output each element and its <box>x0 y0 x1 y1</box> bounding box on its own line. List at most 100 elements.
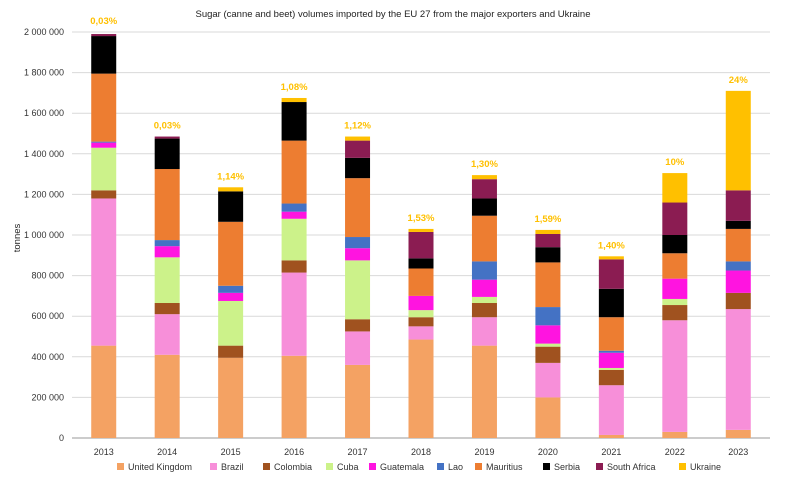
bar-segment-ukraine <box>345 136 371 141</box>
bar-segment-south-africa <box>91 34 117 37</box>
y-tick-label: 0 <box>59 433 64 443</box>
bar-segment-colombia <box>535 346 561 363</box>
bar-segment-mauritius <box>345 178 371 238</box>
bar-segment-united-kingdom <box>598 434 624 438</box>
y-tick-label: 200 000 <box>31 392 64 402</box>
bar-segment-lao <box>345 237 371 249</box>
bar-segment-serbia <box>91 36 117 74</box>
bar-segment-guatemala <box>91 142 117 148</box>
legend-label: Colombia <box>274 462 312 472</box>
x-tick-label: 2020 <box>538 447 558 457</box>
share-annotation: 1,12% <box>344 121 371 132</box>
bar-segment-south-africa <box>408 231 434 259</box>
x-axis-ticks: 2013 2014 2015 2016 2017 2018 2019 2020 2021 2022… <box>94 447 749 457</box>
y-tick-label: 1 400 000 <box>24 149 64 159</box>
legend-label: Lao <box>448 462 463 472</box>
y-tick-label: 1 800 000 <box>24 68 64 78</box>
bar-segment-south-africa <box>725 190 751 221</box>
legend-swatch <box>117 463 124 470</box>
bar-segment-south-africa <box>535 233 561 248</box>
bar-segment-united-kingdom <box>408 339 434 438</box>
bar-segment-brazil <box>662 320 688 432</box>
legend-item-cuba: Cuba <box>326 462 359 472</box>
bar-segment-guatemala <box>408 295 434 311</box>
bar-segment-lao <box>535 307 561 326</box>
bar-segment-south-africa <box>345 140 371 158</box>
bar-segment-guatemala <box>218 292 244 301</box>
bar-segment-united-kingdom <box>535 397 561 438</box>
bar-segment-mauritius <box>535 262 561 308</box>
bar-segment-brazil <box>281 272 307 356</box>
bar-segment-guatemala <box>725 270 751 293</box>
bar-segment-mauritius <box>154 169 180 241</box>
x-tick-label: 2022 <box>665 447 685 457</box>
bar-segment-mauritius <box>662 253 688 279</box>
annotations: 0,03% 0,03% 1,14% 1,08% 1,12% 1,53% 1,30% 1,59%… <box>90 16 748 251</box>
bar-segment-cuba <box>218 300 244 346</box>
bar-segment-cuba <box>662 298 688 306</box>
bar-segment-south-africa <box>598 259 624 289</box>
bar-segment-united-kingdom <box>154 354 180 438</box>
bar-segment-guatemala <box>471 279 497 297</box>
bar-segment-brazil <box>725 309 751 430</box>
legend-label: South Africa <box>607 462 656 472</box>
y-tick-label: 800 000 <box>31 271 64 281</box>
share-annotation: 24% <box>729 75 749 86</box>
y-tick-label: 1 200 000 <box>24 189 64 199</box>
legend-label: Guatemala <box>380 462 424 472</box>
legend-item-colombia: Colombia <box>263 462 312 472</box>
legend-swatch <box>679 463 686 470</box>
bar-segment-colombia <box>662 305 688 321</box>
share-annotation: 1,40% <box>598 240 625 251</box>
y-axis-label: tonnes <box>12 223 23 252</box>
share-annotation: 10% <box>665 157 685 168</box>
bar-segment-guatemala <box>535 325 561 344</box>
bars <box>91 34 751 438</box>
bar-segment-cuba <box>535 343 561 347</box>
legend-item-guatemala: Guatemala <box>369 462 424 472</box>
legend-item-brazil: Brazil <box>210 462 244 472</box>
legend-swatch <box>596 463 603 470</box>
bar-segment-guatemala <box>154 246 180 258</box>
share-annotation: 0,03% <box>90 16 117 27</box>
bar-segment-lao <box>91 141 117 143</box>
legend-swatch <box>210 463 217 470</box>
legend-label: Serbia <box>554 462 580 472</box>
y-tick-label: 1 600 000 <box>24 108 64 118</box>
bar-segment-ukraine <box>281 97 307 103</box>
bar-segment-cuba <box>471 296 497 304</box>
legend-item-lao: Lao <box>437 462 463 472</box>
bar-segment-lao <box>154 240 180 247</box>
legend-label: Brazil <box>221 462 244 472</box>
bar-segment-serbia <box>471 198 497 216</box>
bar-segment-cuba <box>598 367 624 370</box>
share-annotation: 1,53% <box>408 213 435 224</box>
bar-segment-colombia <box>154 303 180 315</box>
bar-segment-lao <box>281 203 307 212</box>
bar-segment-serbia <box>662 235 688 254</box>
bar-segment-guatemala <box>598 352 624 368</box>
bar-segment-cuba <box>345 260 371 320</box>
bar-segment-ukraine <box>725 90 751 191</box>
x-tick-label: 2018 <box>411 447 431 457</box>
bar-segment-united-kingdom <box>281 355 307 438</box>
bar-segment-lao <box>598 350 624 353</box>
bar-segment-united-kingdom <box>725 429 751 438</box>
bar-segment-mauritius <box>598 317 624 351</box>
bar-segment-guatemala <box>662 278 688 299</box>
bar-segment-ukraine <box>408 228 434 232</box>
legend: United Kingdom Brazil Colombia Cuba Guatemal… <box>117 462 721 472</box>
bar-segment-colombia <box>471 303 497 318</box>
bar-segment-south-africa <box>662 202 688 235</box>
bar-segment-brazil <box>598 385 624 435</box>
bar-segment-serbia <box>281 102 307 141</box>
bar-segment-colombia <box>725 292 751 310</box>
legend-label: Mauritius <box>486 462 523 472</box>
bar-segment-colombia <box>281 260 307 273</box>
x-tick-label: 2017 <box>348 447 368 457</box>
bar-segment-united-kingdom <box>345 364 371 438</box>
bar-segment-brazil <box>154 314 180 355</box>
share-annotation: 1,08% <box>281 82 308 93</box>
y-axis-ticks: 0 200 000 400 000 600 000 800 000 1 000 000 1 … <box>24 27 64 443</box>
